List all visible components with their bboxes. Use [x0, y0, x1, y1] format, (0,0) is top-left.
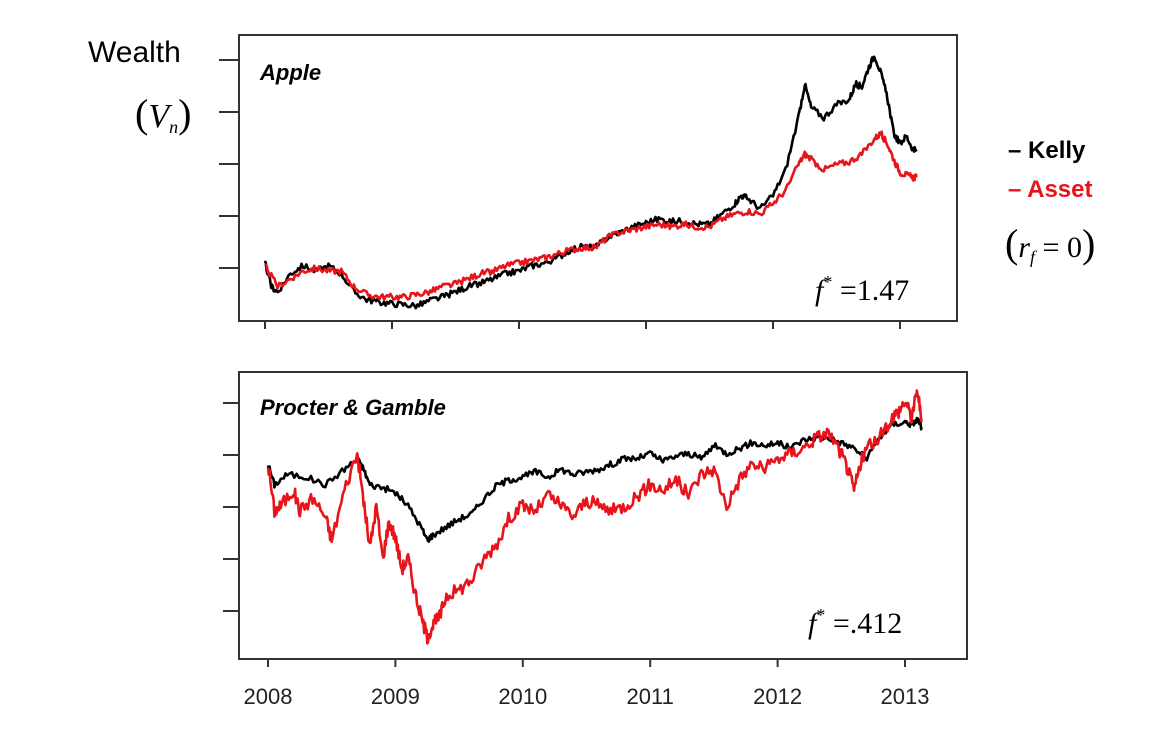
y-axis-title: Wealth — [88, 36, 181, 69]
legend-kelly: – Kelly — [1008, 137, 1086, 164]
x-ticks-apple — [264, 321, 901, 329]
x-ticks-pg — [267, 659, 906, 667]
x-tick-label: 2010 — [498, 684, 547, 709]
x-tick-label: 2008 — [244, 684, 293, 709]
series-group-apple — [263, 55, 918, 310]
x-tick-label: 2013 — [881, 684, 930, 709]
plot-frame-apple — [238, 34, 958, 322]
legend-asset: – Asset — [1008, 176, 1093, 203]
panel-title-pg: Procter & Gamble — [260, 395, 446, 420]
x-tick-label: 2011 — [627, 684, 674, 709]
series-line-asset — [264, 130, 918, 302]
x-axis-labels: 2008 2009 2010 2011 2012 2013 — [244, 684, 930, 709]
x-tick-label: 2009 — [371, 684, 420, 709]
series-line-kelly — [263, 55, 918, 310]
annotation-apple: f* =1.47 — [815, 272, 909, 307]
series-line-kelly — [266, 416, 923, 543]
x-tick-label: 2012 — [753, 684, 802, 709]
series-group-pg — [266, 389, 923, 645]
plot-frame-pg — [238, 371, 968, 660]
panel-apple: Apple f* =1.47 — [219, 34, 958, 329]
series-line-asset — [266, 389, 923, 645]
risk-free-note: (rf = 0) — [1005, 221, 1096, 267]
y-axis-symbol: (Vn) — [135, 91, 192, 137]
panel-pg: Procter & Gamble f* =.412 — [223, 371, 968, 667]
annotation-pg: f* =.412 — [808, 605, 902, 640]
panel-title-apple: Apple — [259, 60, 321, 85]
